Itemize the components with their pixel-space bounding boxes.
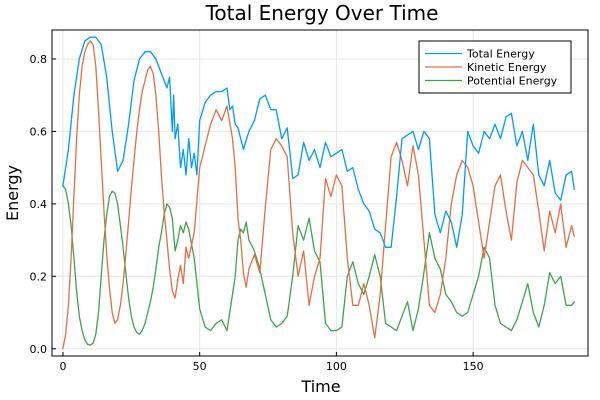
legend: Total Energy Kinetic Energy Potential En… [418,40,572,94]
series-line-kinetic-energy [62,40,575,350]
chart-title: Total Energy Over Time [205,1,439,25]
series-line-potential-energy [62,185,575,346]
x-tick-label: 0 [59,360,66,373]
axis-ticks: 0 50 100 150 0.0 0.2 0.4 0.6 0.8 [30,53,484,373]
y-axis-label: Energy [3,165,22,221]
x-axis-label: Time [300,377,340,396]
x-tick-label: 100 [326,360,347,373]
y-tick-label: 0.2 [30,270,48,283]
y-tick-label: 0.0 [30,343,48,356]
plot-frame [51,29,589,357]
y-tick-label: 0.8 [30,53,48,66]
y-tick-label: 0.4 [30,198,48,211]
legend-label-potential-energy: Potential Energy [467,75,558,88]
plot-area [62,36,575,350]
x-tick-label: 50 [193,360,207,373]
y-tick-label: 0.6 [30,125,48,138]
legend-label-kinetic-energy: Kinetic Energy [467,61,547,74]
legend-label-total-energy: Total Energy [466,48,535,61]
series-line-total-energy [62,36,575,248]
x-tick-label: 150 [463,360,484,373]
